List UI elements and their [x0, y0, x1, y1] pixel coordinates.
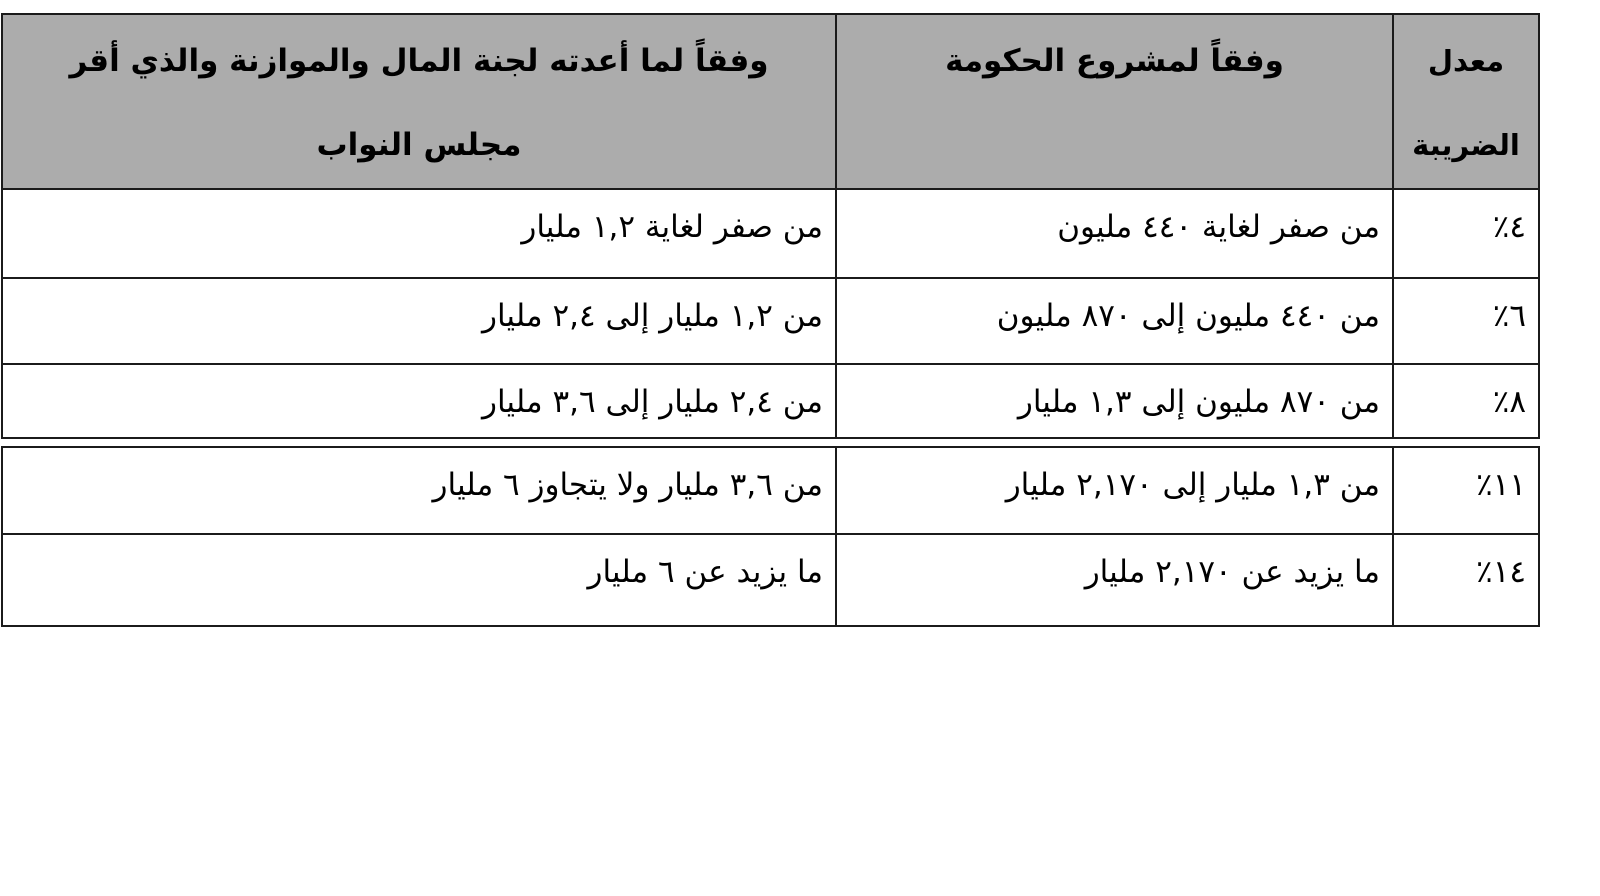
header-committee-line1: وفقاً لما أعدته لجنة المال والموازنة وال…: [69, 43, 769, 79]
table-header-row: معدل الضريبة وفقاً لمشروع الحكومة وفقاً …: [1, 13, 1540, 190]
rate-cell: ١٤٪: [1392, 533, 1540, 627]
rate-cell: ٨٪: [1392, 363, 1540, 439]
table-row: ٦٪ من ٤٤٠ مليون إلى ٨٧٠ مليون من ١,٢ ملي…: [1, 277, 1540, 365]
table-row: ٤٪ من صفر لغاية ٤٤٠ مليون من صفر لغاية ١…: [1, 188, 1540, 279]
header-cell-tax-rate: معدل الضريبة: [1392, 13, 1540, 190]
rate-cell: ١١٪: [1392, 446, 1540, 535]
header-tax-rate-line2: الضريبة: [1412, 128, 1520, 162]
table-row: ٨٪ من ٨٧٠ مليون إلى ١,٣ مليار من ٢,٤ ملي…: [1, 363, 1540, 439]
header-government-label: وفقاً لمشروع الحكومة: [945, 43, 1284, 79]
government-bracket-cell: من صفر لغاية ٤٤٠ مليون: [835, 188, 1394, 279]
table-row: ١٤٪ ما يزيد عن ٢,١٧٠ مليار ما يزيد عن ٦ …: [1, 533, 1540, 627]
government-bracket-cell: من ١,٣ مليار إلى ٢,١٧٠ مليار: [835, 446, 1394, 535]
government-bracket-cell: من ٤٤٠ مليون إلى ٨٧٠ مليون: [835, 277, 1394, 365]
tax-table-upper: معدل الضريبة وفقاً لمشروع الحكومة وفقاً …: [1, 13, 1540, 439]
header-committee-line2: مجلس النواب: [316, 127, 522, 163]
committee-bracket-cell: ما يزيد عن ٦ مليار: [1, 533, 837, 627]
committee-bracket-cell: من ١,٢ مليار إلى ٢,٤ مليار: [1, 277, 837, 365]
tax-table-lower: ١١٪ من ١,٣ مليار إلى ٢,١٧٠ مليار من ٣,٦ …: [1, 446, 1540, 627]
committee-bracket-cell: من ٢,٤ مليار إلى ٣,٦ مليار: [1, 363, 837, 439]
header-tax-rate-line1: معدل: [1427, 44, 1505, 78]
committee-bracket-cell: من ٣,٦ مليار ولا يتجاوز ٦ مليار: [1, 446, 837, 535]
header-cell-government-bill: وفقاً لمشروع الحكومة: [835, 13, 1394, 190]
rate-cell: ٦٪: [1392, 277, 1540, 365]
government-bracket-cell: ما يزيد عن ٢,١٧٠ مليار: [835, 533, 1394, 627]
rate-cell: ٤٪: [1392, 188, 1540, 279]
committee-bracket-cell: من صفر لغاية ١,٢ مليار: [1, 188, 837, 279]
tax-rate-comparison-table: معدل الضريبة وفقاً لمشروع الحكومة وفقاً …: [1, 13, 1540, 627]
table-row: ١١٪ من ١,٣ مليار إلى ٢,١٧٠ مليار من ٣,٦ …: [1, 446, 1540, 535]
government-bracket-cell: من ٨٧٠ مليون إلى ١,٣ مليار: [835, 363, 1394, 439]
header-cell-finance-committee: وفقاً لما أعدته لجنة المال والموازنة وال…: [1, 13, 837, 190]
